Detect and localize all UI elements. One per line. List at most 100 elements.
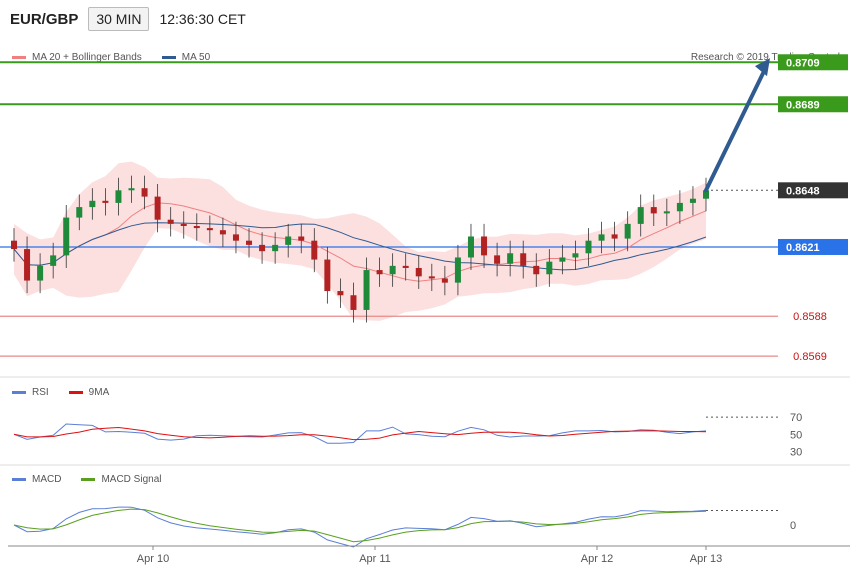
candle [494, 242, 501, 277]
forecast-arrow-icon [704, 58, 770, 193]
legend-swatch-icon [12, 56, 26, 59]
candle [376, 257, 383, 287]
candle [232, 221, 239, 254]
candle [389, 253, 396, 287]
candle [415, 255, 422, 289]
level-labels: 0.8709 0.8689 0.8648 0.8621 0.8588 0.8569 [778, 54, 848, 363]
symbol-title: EUR/GBP [10, 10, 79, 28]
candle-body [428, 276, 435, 279]
level-label-0.8621: 0.8621 [786, 242, 820, 254]
ma50-line [13, 222, 707, 271]
main-legend: MA 20 + Bollinger Bands MA 50 [12, 52, 230, 63]
candle [246, 228, 253, 258]
legend-swatch-icon [68, 391, 83, 394]
candle [637, 194, 644, 237]
candle [559, 244, 566, 275]
candle-body [494, 255, 501, 264]
level-badge [778, 96, 848, 113]
candle [115, 177, 122, 216]
candle-body [311, 240, 318, 260]
candle-body [598, 234, 605, 241]
candle [24, 236, 31, 294]
candle [467, 223, 474, 271]
candle-body [585, 240, 592, 254]
candle [324, 246, 331, 304]
timestamp: 12:36:30 CET [159, 11, 246, 27]
candle-body [572, 253, 579, 258]
candle [650, 194, 657, 226]
rsi-legend: RSI 9MA [12, 387, 129, 398]
rsi-tick-label: 50 [790, 429, 802, 441]
candle [206, 215, 213, 243]
candle-body [611, 234, 618, 239]
candle-body [703, 190, 709, 199]
x-tick-label: Apr 10 [137, 553, 169, 565]
legend-item-rsi: RSI [12, 387, 49, 398]
candle [507, 240, 514, 277]
bollinger-bands [14, 161, 706, 321]
arrow-shaft [704, 67, 767, 193]
candle [611, 221, 618, 252]
x-axis: Apr 10 Apr 11 Apr 12 Apr 13 [8, 545, 850, 565]
candle [481, 223, 488, 268]
macd-line [13, 506, 707, 548]
candle-body [415, 267, 422, 277]
candle [624, 211, 631, 252]
bollinger-band-area [14, 161, 706, 321]
candle-body [206, 228, 213, 231]
candle [11, 228, 17, 262]
candle [311, 228, 318, 273]
arrow-head [755, 58, 770, 77]
x-tick-label: Apr 13 [690, 553, 722, 565]
candle [259, 232, 266, 264]
x-tick-label: Apr 11 [359, 553, 391, 565]
candle-body [219, 230, 226, 235]
timeframe-selector[interactable]: 30 MIN [88, 7, 150, 31]
moving-averages [13, 202, 707, 282]
candle-body [467, 236, 474, 258]
candle [585, 228, 592, 266]
legend-item-9ma: 9MA [68, 387, 110, 398]
candle-body [89, 200, 96, 208]
candle [598, 221, 605, 254]
legend-label: 9MA [88, 387, 110, 398]
rsi-tick-label: 30 [790, 446, 802, 458]
candle-body [128, 188, 135, 191]
candle [350, 282, 357, 323]
level-label-0.8709: 0.8709 [786, 57, 820, 69]
candle-body [50, 255, 57, 266]
candle-body [507, 253, 514, 264]
candle-body [624, 223, 631, 239]
candle-body [650, 207, 657, 214]
candle-body [167, 219, 174, 224]
ma20-line [13, 202, 707, 282]
level-label-0.8689: 0.8689 [786, 99, 820, 111]
legend-label: RSI [32, 387, 49, 398]
candle [128, 175, 135, 203]
candle-body [298, 236, 305, 241]
candle [546, 249, 553, 287]
candle-body [115, 190, 122, 203]
candle-body [481, 236, 488, 256]
rsi-9ma-line [13, 426, 707, 441]
level-badge [778, 238, 848, 255]
candle-body [663, 211, 670, 214]
candle [141, 175, 148, 210]
candle [37, 253, 44, 294]
legend-label: MACD Signal [101, 474, 162, 485]
candle-body [676, 202, 683, 212]
candle [533, 253, 540, 287]
candle-body [402, 265, 409, 268]
candlesticks [11, 175, 709, 323]
chart-header: EUR/GBP 30 MIN 12:36:30 CET [0, 0, 850, 38]
candle-body [102, 200, 109, 203]
x-tick-label: Apr 12 [581, 553, 613, 565]
candle-body [389, 265, 396, 275]
candle-body [520, 253, 527, 266]
rsi-line [13, 423, 707, 444]
candle [572, 240, 579, 271]
legend-item-ma50: MA 50 [161, 52, 210, 63]
level-label-0.8648: 0.8648 [786, 185, 820, 197]
candle-body [637, 207, 644, 224]
